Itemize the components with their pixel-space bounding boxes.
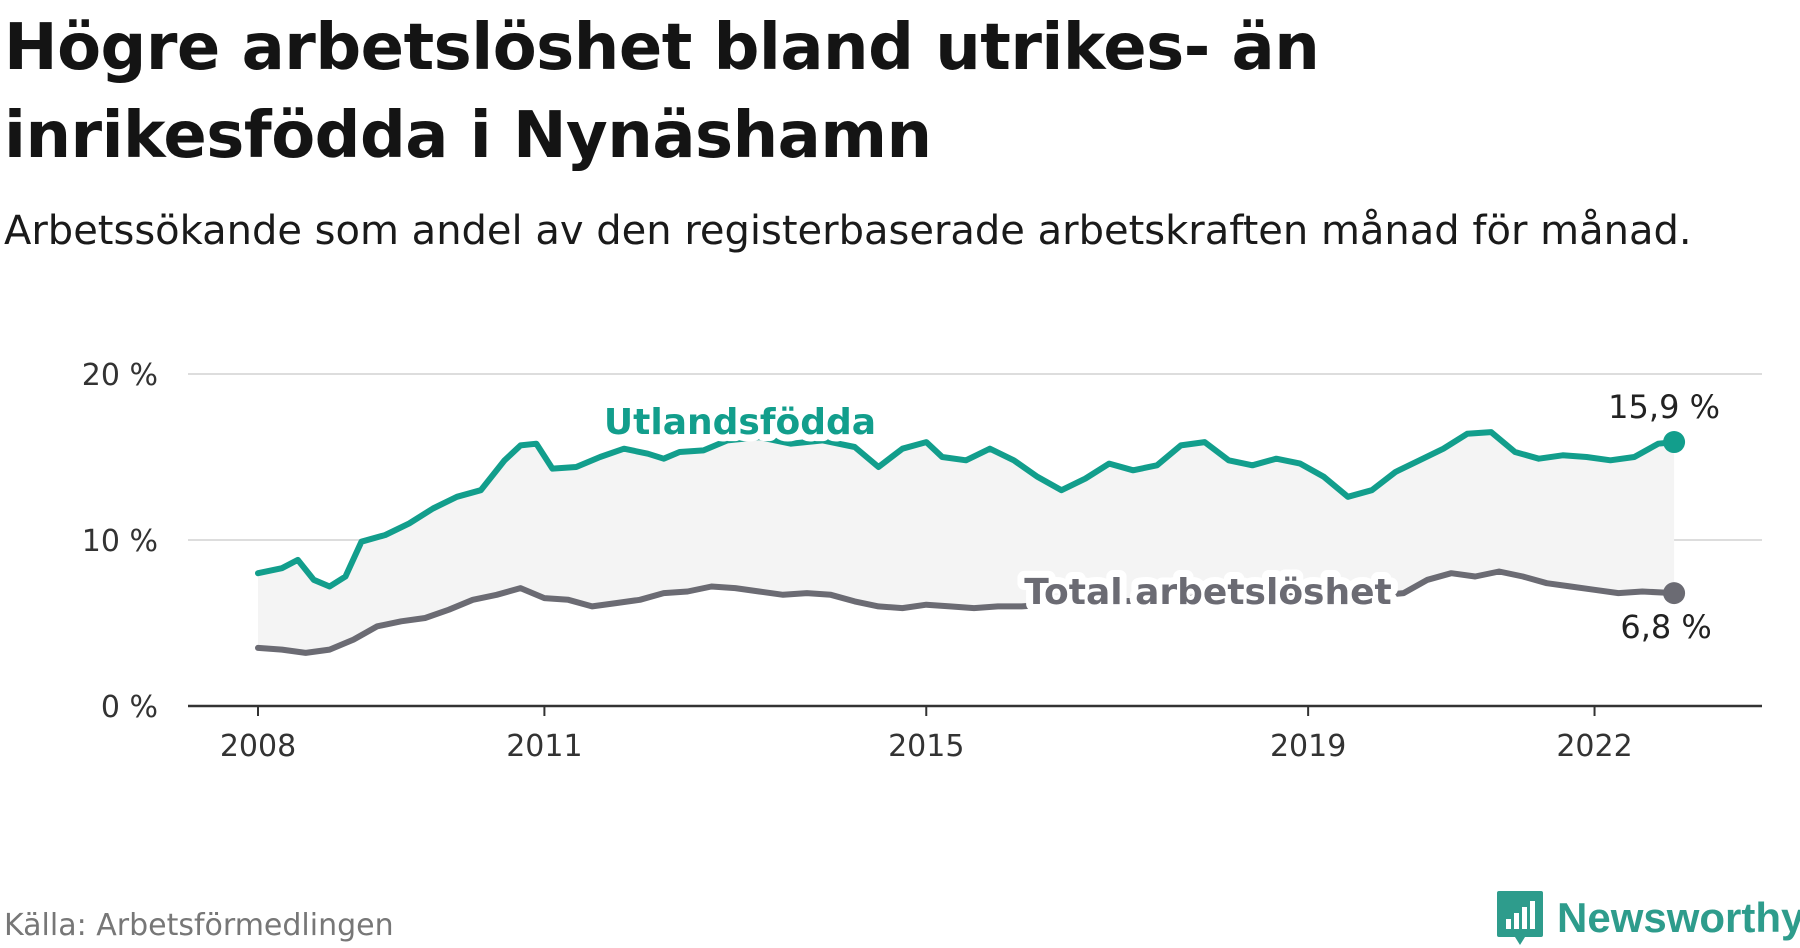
series-line-total	[255, 568, 1678, 656]
y-tick-label: 20 %	[82, 358, 158, 393]
x-tick-label: 2022	[1556, 729, 1632, 764]
series-lines	[255, 429, 1686, 656]
end-value-total: 6,8 %	[1620, 608, 1711, 646]
source-note: Källa: Arbetsförmedlingen	[4, 908, 394, 943]
y-tick-label: 0 %	[101, 690, 158, 725]
end-point-utlandsfodda	[1663, 431, 1686, 454]
page-title: Högre arbetslöshet bland utrikes- än inr…	[4, 11, 1320, 173]
newsworthy-logo[interactable]: Newsworthy	[1495, 889, 1800, 947]
brand-name: Newsworthy	[1557, 894, 1800, 941]
band-between-series	[258, 432, 1675, 653]
line-chart: 0 % 10 % 20 % 2008 2011 2015 2019 2022 Utlandsf…	[82, 358, 1762, 764]
series-label-utlandsfodda-halo: Utlandsfödda	[604, 402, 876, 443]
x-tick-label: 2011	[506, 729, 582, 764]
series-line-utlandsfodda	[255, 429, 1678, 590]
end-value-utlandsfodda: 15,9 %	[1608, 388, 1720, 426]
series-label-utlandsfodda-text: Utlandsfödda	[604, 402, 876, 443]
series-label-total-halo: Total arbetslöshet	[1024, 572, 1392, 613]
chart-subtitle: Arbetssökande som andel av den registerb…	[4, 208, 1692, 254]
axes: 0 % 10 % 20 % 2008 2011 2015 2019 2022	[82, 358, 1762, 764]
end-point-total	[1663, 582, 1686, 605]
series-label-total-text: Total arbetslöshet	[1024, 572, 1392, 613]
x-tick-label: 2008	[220, 729, 296, 764]
x-tick-label: 2015	[888, 729, 964, 764]
chart-bar-speech-icon	[1497, 891, 1543, 945]
x-tick-label: 2019	[1270, 729, 1346, 764]
y-tick-label: 10 %	[82, 524, 158, 559]
